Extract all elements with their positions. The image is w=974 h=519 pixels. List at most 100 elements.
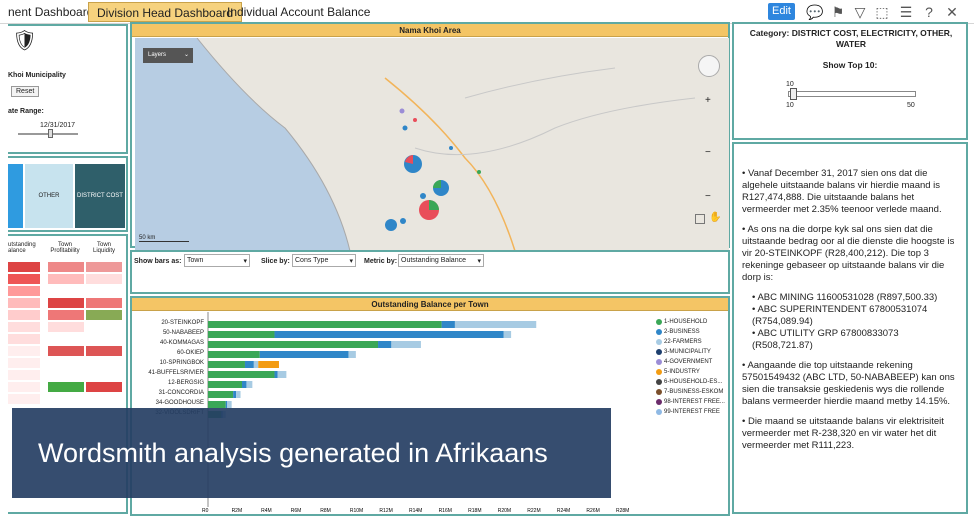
reset-button[interactable]: Reset (11, 86, 40, 97)
bar-segment[interactable] (208, 371, 275, 378)
layers-dropdown[interactable]: Layers ⌄ (143, 48, 193, 63)
zoom-out-icon[interactable]: − (705, 147, 711, 158)
legend-item[interactable]: 22-FARMERS (656, 338, 702, 346)
close-icon[interactable]: ✕ (946, 4, 958, 20)
bar-segment[interactable] (246, 381, 253, 388)
bar-segment[interactable] (225, 401, 228, 408)
zoom-in-icon[interactable]: + (705, 95, 711, 106)
help-icon[interactable]: ? (925, 4, 933, 20)
heatmap-cell[interactable] (86, 322, 122, 332)
heatmap-cell[interactable] (48, 394, 84, 404)
pan-hand-icon[interactable]: ✋ (709, 212, 722, 223)
map-marker[interactable] (402, 125, 408, 131)
heatmap-cell[interactable] (8, 358, 40, 368)
heatmap-cell[interactable] (8, 382, 40, 392)
zoom-out-icon-2[interactable]: − (705, 191, 711, 202)
heatmap-cell[interactable] (48, 358, 84, 368)
heatmap-cell[interactable] (8, 286, 40, 296)
heatmap-cell[interactable] (8, 370, 40, 380)
map-marker[interactable] (404, 155, 422, 173)
filter-icon[interactable]: ▽ (854, 4, 866, 20)
heatmap-cell[interactable] (48, 274, 84, 284)
map-marker[interactable] (385, 219, 397, 231)
map-area[interactable]: Layers ⌄ + − − ✋ 50 km (135, 38, 729, 251)
heatmap-cell[interactable] (86, 286, 122, 296)
heatmap-cell[interactable] (48, 322, 84, 332)
date-value[interactable]: 12/31/2017 (40, 122, 76, 129)
bookmark-icon[interactable]: ⚑ (831, 4, 845, 20)
heatmap-cell[interactable] (8, 394, 40, 404)
tab-division-head-dashboard[interactable]: Division Head Dashboard (88, 2, 243, 22)
legend-item[interactable]: 2-BUSINESS (656, 328, 700, 336)
bar-segment[interactable] (441, 321, 455, 328)
metric-by-select[interactable]: Outstanding Balance ▾ (398, 254, 484, 267)
bar-segment[interactable] (233, 391, 237, 398)
bar-segment[interactable] (208, 391, 234, 398)
heatmap-cell[interactable] (48, 262, 84, 272)
heatmap-cell[interactable] (48, 310, 84, 320)
comment-icon[interactable]: 💬 (806, 4, 824, 20)
bar-segment[interactable] (208, 381, 243, 388)
bar-segment[interactable] (208, 361, 245, 368)
legend-item[interactable]: 99-INTEREST FREE (656, 408, 720, 416)
legend-item[interactable]: 1-HOUSEHOLD (656, 318, 707, 326)
bar-segment[interactable] (244, 361, 254, 368)
select-icon[interactable]: ⬚ (875, 4, 889, 20)
heatmap-cell[interactable] (86, 358, 122, 368)
bar-segment[interactable] (253, 361, 259, 368)
heatmap-cell[interactable] (86, 310, 122, 320)
bar-segment[interactable] (208, 341, 379, 348)
bar-segment[interactable] (242, 381, 247, 388)
map-marker[interactable] (420, 193, 426, 199)
heatmap-cell[interactable] (86, 274, 122, 284)
heatmap-cell[interactable] (86, 346, 122, 356)
tab-individual-account-balance[interactable]: Individual Account Balance (227, 5, 371, 19)
tile-other[interactable]: OTHER (25, 164, 73, 228)
map-marker[interactable] (413, 118, 417, 122)
bar-segment[interactable] (227, 401, 232, 408)
legend-item[interactable]: 98-INTEREST FREE... (656, 398, 725, 406)
heatmap-cell[interactable] (8, 334, 40, 344)
heatmap-cell[interactable] (8, 346, 40, 356)
heatmap-cell[interactable] (48, 382, 84, 392)
heatmap-cell[interactable] (86, 298, 122, 308)
top-n-slider-handle[interactable] (790, 88, 797, 100)
heatmap-cell[interactable] (48, 370, 84, 380)
select-rect-icon[interactable] (695, 214, 705, 224)
legend-item[interactable]: 7-BUSINESS-ESKOM (656, 388, 723, 396)
bar-segment[interactable] (258, 361, 279, 368)
tab-management-dashboard[interactable]: nent Dashboard (8, 5, 94, 19)
edit-button[interactable]: Edit (768, 3, 795, 20)
bar-segment[interactable] (503, 331, 512, 338)
heatmap-cell[interactable] (8, 262, 40, 272)
bar-segment[interactable] (277, 371, 287, 378)
heatmap-cell[interactable] (86, 334, 122, 344)
bar-segment[interactable] (391, 341, 421, 348)
show-bars-select[interactable]: Town ▾ (184, 254, 250, 267)
heatmap-cell[interactable] (48, 286, 84, 296)
slice-by-select[interactable]: Cons Type ▾ (292, 254, 356, 267)
tile-district-cost[interactable]: DISTRICT COST (75, 164, 125, 228)
heatmap-cell[interactable] (8, 310, 40, 320)
bar-segment[interactable] (208, 351, 260, 358)
heatmap-cell[interactable] (8, 298, 40, 308)
bar-segment[interactable] (259, 351, 349, 358)
legend-item[interactable]: 3-MUNICIPALITY (656, 348, 711, 356)
map-marker[interactable] (400, 218, 406, 224)
heatmap-cell[interactable] (48, 298, 84, 308)
heatmap-cell[interactable] (48, 334, 84, 344)
bar-segment[interactable] (454, 321, 537, 328)
heatmap-cell[interactable] (8, 322, 40, 332)
bar-segment[interactable] (208, 401, 226, 408)
bar-segment[interactable] (274, 331, 504, 338)
map-marker[interactable] (449, 146, 453, 150)
map-marker[interactable] (433, 180, 449, 196)
menu-icon[interactable]: ☰ (899, 4, 913, 20)
bar-segment[interactable] (236, 391, 241, 398)
bar-segment[interactable] (378, 341, 392, 348)
map-marker[interactable] (399, 108, 405, 114)
map-marker[interactable] (477, 170, 481, 174)
heatmap-cell[interactable] (48, 346, 84, 356)
heatmap-cell[interactable] (86, 370, 122, 380)
heatmap-cell[interactable] (86, 394, 122, 404)
